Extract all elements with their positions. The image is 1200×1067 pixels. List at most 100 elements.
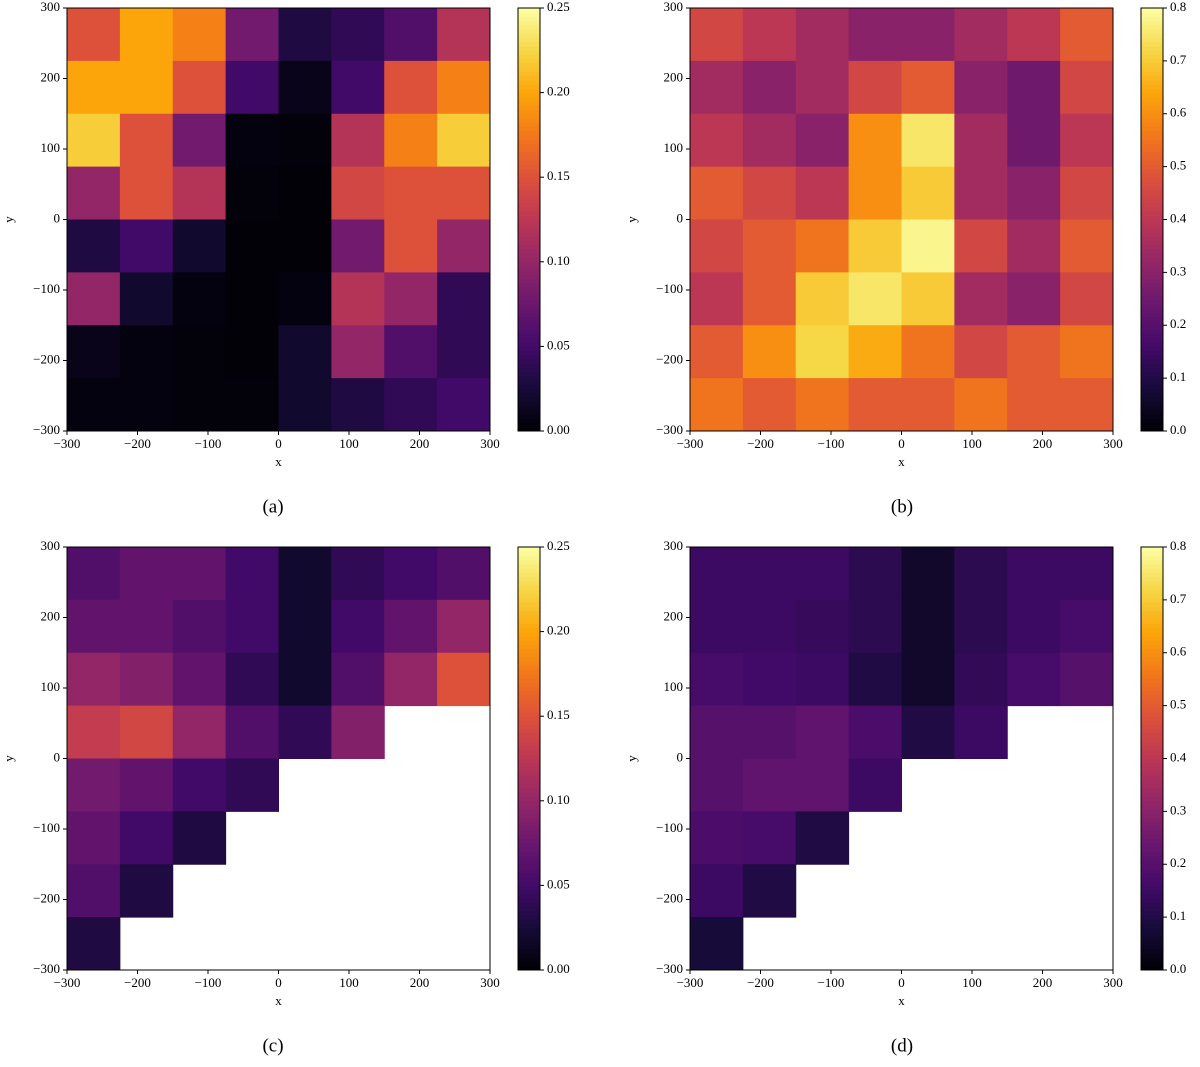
colorbar-segment [518, 325, 540, 330]
colorbar-segment [1141, 593, 1163, 599]
heatmap-cell [225, 599, 279, 654]
heatmap-cell [848, 758, 902, 812]
colorbar-segment [1141, 84, 1163, 89]
colorbar-segment [1141, 923, 1163, 929]
heatmap-cell [119, 219, 174, 273]
colorbar-segment [518, 855, 540, 861]
colorbar-segment [1141, 889, 1163, 895]
colorbar-segment [1141, 635, 1163, 641]
colorbar-segment [518, 321, 540, 326]
colorbar-segment [518, 931, 540, 937]
colorbar-segment [1141, 359, 1163, 364]
colorbar-segment [1141, 350, 1163, 356]
heatmap-cell [119, 166, 174, 220]
colorbar-segment [1141, 418, 1163, 424]
heatmap-cell [742, 325, 797, 379]
y-tick-label: 0 [677, 210, 684, 225]
colorbar-segment [518, 143, 540, 149]
colorbar-segment [518, 295, 540, 301]
colorbar-segment [1141, 733, 1163, 738]
heatmap-cell [384, 8, 438, 62]
colorbar-segment [518, 661, 540, 666]
colorbar-segment [1141, 678, 1163, 683]
colorbar-tick-label: 0.3 [1170, 802, 1186, 817]
colorbar-segment [518, 33, 540, 39]
colorbar-segment [1141, 54, 1163, 60]
heatmap-cell [690, 811, 744, 865]
colorbar-segment [1141, 232, 1163, 237]
colorbar-segment [518, 720, 540, 726]
heatmap-cell [437, 219, 491, 273]
x-tick-label: 200 [410, 436, 430, 451]
heatmap-cell [742, 864, 797, 918]
colorbar-segment [1141, 105, 1163, 111]
colorbar-tick-label: 0.0 [1170, 961, 1186, 976]
heatmap-cell [119, 599, 174, 654]
colorbar-segment [518, 948, 540, 954]
heatmap-cell [225, 166, 279, 220]
colorbar-segment [518, 703, 540, 709]
colorbar-segment [1141, 354, 1163, 360]
x-tick-label: 100 [962, 975, 982, 990]
heatmap-cell [1007, 272, 1061, 326]
y-tick-label: −200 [33, 351, 60, 366]
colorbar-segment [1141, 117, 1163, 123]
y-axis-label: y [624, 755, 639, 762]
colorbar-segment [518, 783, 540, 789]
colorbar-segment [518, 597, 540, 603]
heatmap-cell [954, 599, 1008, 654]
colorbar-segment [1141, 113, 1163, 119]
heatmap-cell [278, 219, 332, 273]
heatmap-cell [225, 705, 279, 759]
x-tick-label: 100 [339, 436, 359, 451]
colorbar-frame [517, 546, 541, 971]
heatmap-cell [119, 325, 174, 379]
heatmap-cell [278, 652, 332, 707]
colorbar-segment [1141, 168, 1163, 174]
heatmap-cell [172, 166, 227, 220]
heatmap-cell [795, 60, 850, 115]
colorbar-segment [518, 944, 540, 950]
colorbar-segment [518, 261, 540, 267]
colorbar-segment [518, 745, 540, 751]
colorbar-segment [518, 551, 540, 556]
colorbar-segment [1141, 826, 1163, 831]
colorbar-segment [518, 809, 540, 814]
colorbar-segment [518, 126, 540, 132]
heatmap-cell [331, 705, 385, 759]
colorbar-segment [1141, 699, 1163, 705]
colorbar-segment [1141, 33, 1163, 39]
colorbar-segment [518, 151, 540, 157]
colorbar-segment [518, 185, 540, 191]
heatmap-cell [278, 378, 332, 432]
colorbar-tick-label: 0.20 [547, 84, 570, 99]
colorbar-segment [1141, 965, 1163, 971]
colorbar-segment [1141, 291, 1163, 297]
colorbar-segment [518, 172, 540, 178]
colorbar-segment [518, 287, 540, 292]
colorbar-segment [518, 168, 540, 174]
heatmap-cell [795, 8, 850, 62]
heatmap-cell [331, 8, 385, 62]
x-tick-label: −100 [818, 436, 845, 451]
caption: (a) [262, 496, 283, 517]
heatmap-cell [278, 60, 332, 115]
heatmap-cell [1060, 219, 1114, 273]
heatmap-cell [384, 547, 438, 601]
colorbar-segment [518, 380, 540, 385]
colorbar-segment [518, 41, 540, 47]
colorbar-segment [518, 868, 540, 874]
colorbar-segment [518, 426, 540, 432]
colorbar-segment [518, 253, 540, 259]
heatmap-cell [1007, 599, 1061, 654]
heatmap-cell [848, 60, 902, 115]
x-tick-label: 200 [1033, 975, 1053, 990]
heatmap-cell [278, 547, 332, 601]
caption: (c) [262, 1035, 283, 1056]
heatmap-cell [742, 652, 797, 707]
heatmap-cell [67, 705, 121, 759]
colorbar-segment [1141, 792, 1163, 798]
y-tick-label: −100 [656, 281, 683, 296]
x-tick-label: −300 [677, 436, 704, 451]
